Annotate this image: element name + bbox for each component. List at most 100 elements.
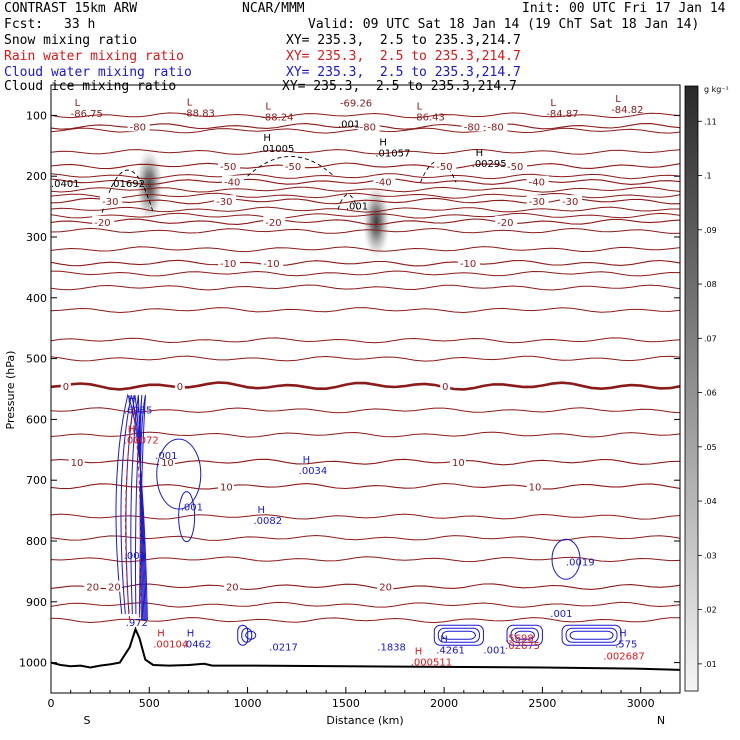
isotherm-line	[51, 162, 680, 170]
cloud-ice-maximum-value: .01692	[110, 179, 145, 190]
isotherm-label: 10	[529, 482, 542, 493]
isotherm-label: 20	[226, 583, 239, 594]
rain-water-maximum-marker: H	[128, 425, 136, 436]
y-tick-label: 1000	[19, 657, 47, 670]
cloud-water-contour	[514, 630, 535, 640]
cloud-water-maximum-value: .575	[615, 639, 637, 650]
y-tick-label: 700	[26, 474, 47, 487]
isotherm-line	[51, 307, 680, 314]
field-name-rain: Rain water mixing ratio	[4, 49, 185, 64]
cloud-water-maximum-value: .0217	[269, 642, 298, 653]
isotherm-label-bg	[127, 120, 150, 132]
isotherm-label: -10	[220, 259, 236, 270]
isotherm-line	[51, 513, 680, 520]
isotherm-label: -30	[562, 197, 578, 208]
cloud-ice-maximum-value: .001	[346, 202, 368, 213]
snow-maximum	[362, 183, 391, 260]
rain-water-maximum-value: .02675	[505, 641, 540, 652]
isotherm-label-bg	[84, 580, 101, 592]
temperature-minimum-marker: L	[187, 98, 193, 109]
isotherm-label: -30	[216, 197, 232, 208]
x-tick-label: 2500	[528, 697, 556, 710]
cloud-water-maximum-value: .001	[550, 609, 572, 620]
cloud-water-contour	[115, 393, 148, 621]
cloud-water-contour	[130, 395, 145, 621]
rain-water-maximum-value: .00072	[124, 436, 159, 447]
isotherm-label: -50	[220, 162, 236, 173]
isotherm-label: 0	[177, 382, 183, 393]
cloud-ice-maximum-marker: H	[263, 133, 271, 144]
cloud-water-contour	[433, 624, 484, 646]
isotherm-label: -30	[102, 197, 118, 208]
model-title: CONTRAST 15km ARW	[4, 1, 138, 16]
y-tick-label: 500	[26, 353, 47, 366]
isotherm-label: 0	[442, 382, 448, 393]
isotherm-label: -40	[375, 178, 391, 189]
temperature-minimum-value: -86.43	[413, 112, 445, 123]
x-axis-north-label: N	[657, 714, 665, 727]
cloud-ice-contour	[247, 156, 335, 177]
isotherm-label-bg	[449, 455, 466, 467]
isotherm-label-bg	[526, 175, 549, 187]
temperature-minimum-marker: L	[75, 98, 81, 109]
isotherm-label: -10	[460, 259, 476, 270]
temperature-contours	[51, 112, 680, 624]
rain-water-contour	[125, 407, 142, 621]
isotherm-label-bg	[377, 580, 394, 592]
temperature-minimum-marker: L	[417, 101, 423, 112]
temperature-minimum-marker: L	[615, 94, 621, 105]
cloud-ice-maximum-value: .0401	[51, 179, 80, 190]
cloud-water-contour	[565, 627, 618, 643]
x-tick-label: 0	[48, 697, 55, 710]
isotherm-label-bg	[440, 379, 451, 391]
isotherm-label-bg	[218, 480, 235, 492]
isotherm-label-bg	[92, 215, 115, 227]
cloud-water-maximum-marker: H	[128, 394, 136, 405]
rain-water-maximum-value: .00104	[153, 639, 188, 650]
cloud-water-maximum-value: .0082	[253, 516, 282, 527]
isotherm-label: 10	[452, 458, 465, 469]
isotherm-label-bg	[373, 175, 396, 187]
cloud-water-contour	[561, 624, 622, 646]
cloud-water-contour	[245, 630, 257, 640]
isotherm-label: -80	[130, 122, 146, 133]
cloud-ice-maximum-value: .01005	[259, 144, 294, 155]
isotherm-label: -40	[224, 178, 240, 189]
isotherm-line	[51, 458, 680, 466]
isotherm-label: 10	[161, 458, 174, 469]
isotherm-line	[51, 270, 680, 277]
isotherm-label-bg	[457, 257, 480, 269]
isotherm-label: -80	[360, 122, 376, 133]
y-tick-label: 100	[26, 109, 47, 122]
isotherm-line	[51, 206, 680, 213]
snow-maximum	[135, 147, 164, 224]
y-tick-label: 800	[26, 535, 47, 548]
x-tick-label: 2000	[430, 697, 458, 710]
y-tick-label: 400	[26, 292, 47, 305]
isotherm-line	[51, 583, 680, 591]
isotherm-label: -80	[464, 122, 480, 133]
isotherm-line	[51, 218, 680, 226]
isotherm-label: 10	[220, 482, 233, 493]
isotherm-line	[51, 246, 680, 253]
colorbar-tick-label: .01	[704, 660, 717, 669]
contour-labels: -80 -80 -80 -80 -50 -50 -50 -50 -40 -40 -40 -30 -30 -…	[51, 94, 645, 669]
isotherm-line	[51, 534, 680, 541]
cloud-water-maximum-value: .0019	[566, 557, 595, 568]
colorbar-ramp	[684, 85, 699, 692]
colorbar-tick-label: .02	[704, 606, 717, 615]
init-time: Init: 00 UTC Fri 17 Jan 14	[522, 1, 726, 16]
cloud-water-maximum-value: .001	[181, 503, 203, 514]
y-tick-label: 600	[26, 413, 47, 426]
field-xy-rain: XY= 235.3, 2.5 to 235.3,214.7	[286, 49, 521, 64]
field-name-cloud-ice: Cloud ice mixing ratio	[4, 79, 177, 94]
isotherm-label: 20	[108, 583, 121, 594]
cloud-contours	[101, 156, 622, 646]
isotherm-label: -40	[529, 178, 545, 189]
colorbar-tick-label: .11	[704, 117, 717, 126]
temperature-minimum-value: -88.83	[183, 109, 215, 120]
rain-water-maximum-value: .5698	[505, 633, 534, 644]
isotherm-label-bg	[106, 580, 123, 592]
field-name-cloud-water: Cloud water mixing ratio	[4, 65, 192, 80]
cloud-ice-maximum-value: .01057	[375, 149, 410, 160]
